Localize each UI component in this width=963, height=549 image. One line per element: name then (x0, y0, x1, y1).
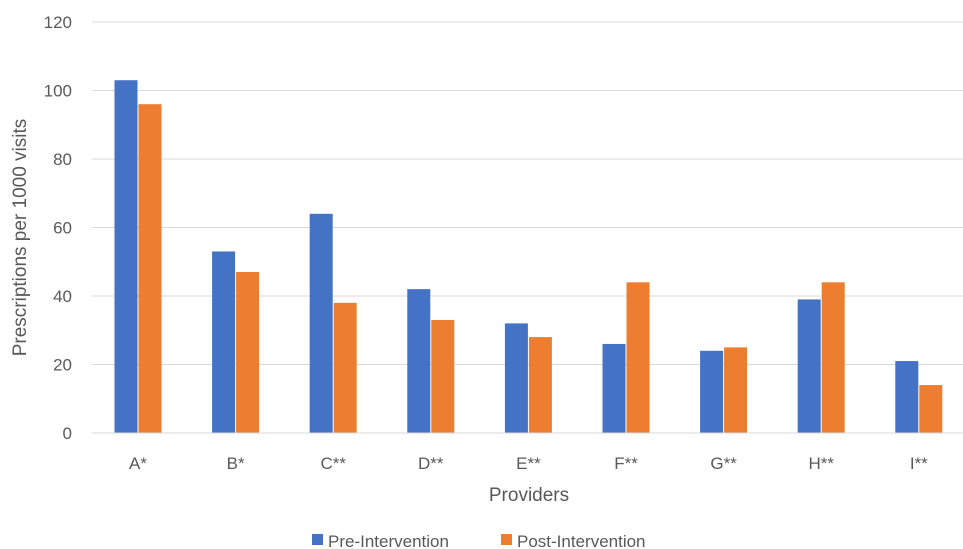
x-tick-label: F** (614, 454, 638, 473)
y-axis-title: Prescriptions per 1000 visits (10, 119, 31, 357)
x-axis-title: Providers (489, 485, 569, 506)
bar-pre-intervention (212, 251, 236, 433)
bar-pre-intervention (504, 323, 528, 433)
x-tick-label: E** (516, 454, 541, 473)
bar-post-intervention (138, 104, 162, 433)
legend-label: Post-Intervention (517, 532, 646, 549)
legend-swatch (312, 534, 323, 545)
x-tick-label: B* (227, 454, 245, 473)
bars (114, 80, 943, 433)
bar-post-intervention (236, 272, 260, 433)
x-tick-label: G** (710, 454, 737, 473)
x-tick-label: I** (910, 454, 928, 473)
bar-pre-intervention (602, 343, 626, 433)
bar-post-intervention (919, 385, 943, 433)
legend-swatch (501, 534, 512, 545)
y-tick-label: 120 (44, 13, 72, 32)
y-tick-label: 0 (63, 424, 72, 443)
y-tick-label: 40 (53, 287, 72, 306)
x-tick-label: A* (129, 454, 147, 473)
x-tick-label: D** (418, 454, 444, 473)
y-tick-label: 60 (53, 219, 72, 238)
y-tick-label: 20 (53, 356, 72, 375)
legend-label: Pre-Intervention (328, 532, 449, 549)
bar-post-intervention (626, 282, 650, 433)
x-axis-ticks: A* B* C** D** E** F** G** H** I** (129, 454, 928, 473)
bar-pre-intervention (797, 299, 821, 433)
y-tick-label: 80 (53, 150, 72, 169)
bar-post-intervention (528, 337, 552, 433)
x-tick-label: C** (320, 454, 346, 473)
bar-pre-intervention (895, 361, 919, 433)
y-axis-ticks: 0 20 40 60 80 100 120 (44, 13, 72, 443)
bar-pre-intervention (407, 289, 431, 433)
bar-pre-intervention (309, 213, 333, 433)
bar-pre-intervention (114, 80, 138, 433)
y-tick-label: 100 (44, 82, 72, 101)
bar-post-intervention (724, 347, 748, 433)
bar-post-intervention (431, 319, 455, 433)
bar-pre-intervention (700, 350, 724, 433)
bar-post-intervention (333, 302, 357, 433)
bar-post-intervention (821, 282, 845, 433)
x-tick-label: H** (808, 454, 834, 473)
legend: Pre-Intervention Post-Intervention (312, 532, 646, 549)
